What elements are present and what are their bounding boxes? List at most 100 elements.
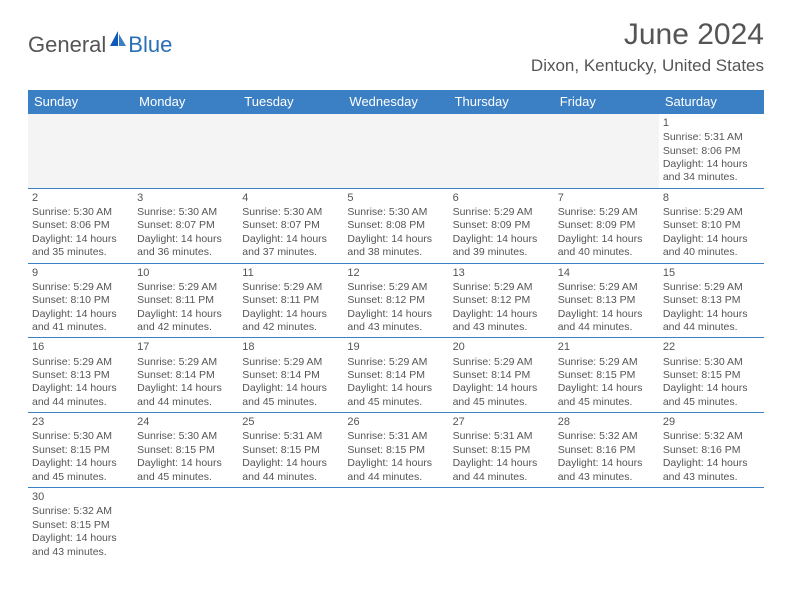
- daylight-text: Daylight: 14 hours and 45 minutes.: [453, 382, 550, 409]
- sunset-text: Sunset: 8:08 PM: [347, 219, 444, 232]
- calendar-cell: [659, 488, 764, 562]
- sunrise-text: Sunrise: 5:29 AM: [453, 281, 550, 294]
- daylight-text: Daylight: 14 hours and 44 minutes.: [558, 308, 655, 335]
- daylight-text: Daylight: 14 hours and 40 minutes.: [558, 233, 655, 260]
- calendar-cell: 14Sunrise: 5:29 AMSunset: 8:13 PMDayligh…: [554, 263, 659, 338]
- day-number: 4: [242, 191, 339, 205]
- daylight-text: Daylight: 14 hours and 45 minutes.: [347, 382, 444, 409]
- sail-icon: [108, 30, 128, 53]
- calendar-cell: 30Sunrise: 5:32 AMSunset: 8:15 PMDayligh…: [28, 488, 133, 562]
- sunrise-text: Sunrise: 5:31 AM: [663, 131, 760, 144]
- calendar-cell: 15Sunrise: 5:29 AMSunset: 8:13 PMDayligh…: [659, 263, 764, 338]
- sunset-text: Sunset: 8:14 PM: [453, 369, 550, 382]
- calendar-cell: 2Sunrise: 5:30 AMSunset: 8:06 PMDaylight…: [28, 188, 133, 263]
- daylight-text: Daylight: 14 hours and 43 minutes.: [32, 532, 129, 559]
- calendar-cell: 19Sunrise: 5:29 AMSunset: 8:14 PMDayligh…: [343, 338, 448, 413]
- daylight-text: Daylight: 14 hours and 45 minutes.: [32, 457, 129, 484]
- day-number: 21: [558, 340, 655, 354]
- daylight-text: Daylight: 14 hours and 36 minutes.: [137, 233, 234, 260]
- calendar-cell: 18Sunrise: 5:29 AMSunset: 8:14 PMDayligh…: [238, 338, 343, 413]
- daylight-text: Daylight: 14 hours and 45 minutes.: [242, 382, 339, 409]
- sunrise-text: Sunrise: 5:29 AM: [558, 356, 655, 369]
- calendar-cell: [554, 488, 659, 562]
- sunrise-text: Sunrise: 5:32 AM: [558, 430, 655, 443]
- calendar-cell: 10Sunrise: 5:29 AMSunset: 8:11 PMDayligh…: [133, 263, 238, 338]
- location: Dixon, Kentucky, United States: [531, 56, 764, 76]
- calendar-row: 16Sunrise: 5:29 AMSunset: 8:13 PMDayligh…: [28, 338, 764, 413]
- day-number: 28: [558, 415, 655, 429]
- sunset-text: Sunset: 8:13 PM: [558, 294, 655, 307]
- sunrise-text: Sunrise: 5:30 AM: [242, 206, 339, 219]
- day-number: 7: [558, 191, 655, 205]
- daylight-text: Daylight: 14 hours and 43 minutes.: [558, 457, 655, 484]
- daylight-text: Daylight: 14 hours and 43 minutes.: [453, 308, 550, 335]
- calendar-cell: 4Sunrise: 5:30 AMSunset: 8:07 PMDaylight…: [238, 188, 343, 263]
- month-title: June 2024: [531, 18, 764, 52]
- sunset-text: Sunset: 8:15 PM: [32, 444, 129, 457]
- day-number: 29: [663, 415, 760, 429]
- brand-logo: General Blue: [28, 18, 172, 59]
- calendar-cell: 7Sunrise: 5:29 AMSunset: 8:09 PMDaylight…: [554, 188, 659, 263]
- sunrise-text: Sunrise: 5:32 AM: [32, 505, 129, 518]
- sunset-text: Sunset: 8:07 PM: [137, 219, 234, 232]
- sunrise-text: Sunrise: 5:30 AM: [32, 430, 129, 443]
- daylight-text: Daylight: 14 hours and 44 minutes.: [453, 457, 550, 484]
- daylight-text: Daylight: 14 hours and 41 minutes.: [32, 308, 129, 335]
- calendar-cell: 16Sunrise: 5:29 AMSunset: 8:13 PMDayligh…: [28, 338, 133, 413]
- weekday-header: Monday: [133, 90, 238, 114]
- brand-part2: Blue: [128, 32, 172, 58]
- sunset-text: Sunset: 8:14 PM: [137, 369, 234, 382]
- sunset-text: Sunset: 8:09 PM: [453, 219, 550, 232]
- day-number: 16: [32, 340, 129, 354]
- sunset-text: Sunset: 8:16 PM: [663, 444, 760, 457]
- weekday-header: Friday: [554, 90, 659, 114]
- sunrise-text: Sunrise: 5:30 AM: [137, 206, 234, 219]
- sunset-text: Sunset: 8:15 PM: [453, 444, 550, 457]
- sunset-text: Sunset: 8:10 PM: [32, 294, 129, 307]
- calendar-cell: 26Sunrise: 5:31 AMSunset: 8:15 PMDayligh…: [343, 413, 448, 488]
- sunrise-text: Sunrise: 5:29 AM: [32, 281, 129, 294]
- weekday-header: Thursday: [449, 90, 554, 114]
- daylight-text: Daylight: 14 hours and 35 minutes.: [32, 233, 129, 260]
- day-number: 30: [32, 490, 129, 504]
- sunrise-text: Sunrise: 5:30 AM: [32, 206, 129, 219]
- sunset-text: Sunset: 8:12 PM: [347, 294, 444, 307]
- day-number: 10: [137, 266, 234, 280]
- day-number: 2: [32, 191, 129, 205]
- day-number: 22: [663, 340, 760, 354]
- day-number: 23: [32, 415, 129, 429]
- sunset-text: Sunset: 8:11 PM: [137, 294, 234, 307]
- weekday-header: Sunday: [28, 90, 133, 114]
- day-number: 24: [137, 415, 234, 429]
- sunrise-text: Sunrise: 5:29 AM: [663, 281, 760, 294]
- sunrise-text: Sunrise: 5:29 AM: [32, 356, 129, 369]
- sunrise-text: Sunrise: 5:29 AM: [558, 281, 655, 294]
- calendar-cell: [238, 114, 343, 188]
- day-number: 6: [453, 191, 550, 205]
- daylight-text: Daylight: 14 hours and 45 minutes.: [137, 457, 234, 484]
- sunrise-text: Sunrise: 5:30 AM: [347, 206, 444, 219]
- daylight-text: Daylight: 14 hours and 45 minutes.: [663, 382, 760, 409]
- sunrise-text: Sunrise: 5:29 AM: [137, 281, 234, 294]
- sunset-text: Sunset: 8:13 PM: [663, 294, 760, 307]
- calendar-cell: 22Sunrise: 5:30 AMSunset: 8:15 PMDayligh…: [659, 338, 764, 413]
- day-number: 13: [453, 266, 550, 280]
- weekday-header: Wednesday: [343, 90, 448, 114]
- day-number: 5: [347, 191, 444, 205]
- sunset-text: Sunset: 8:13 PM: [32, 369, 129, 382]
- sunset-text: Sunset: 8:10 PM: [663, 219, 760, 232]
- day-number: 17: [137, 340, 234, 354]
- weekday-row: Sunday Monday Tuesday Wednesday Thursday…: [28, 90, 764, 114]
- calendar-cell: 25Sunrise: 5:31 AMSunset: 8:15 PMDayligh…: [238, 413, 343, 488]
- calendar-cell: 17Sunrise: 5:29 AMSunset: 8:14 PMDayligh…: [133, 338, 238, 413]
- sunset-text: Sunset: 8:07 PM: [242, 219, 339, 232]
- calendar-cell: 6Sunrise: 5:29 AMSunset: 8:09 PMDaylight…: [449, 188, 554, 263]
- daylight-text: Daylight: 14 hours and 45 minutes.: [558, 382, 655, 409]
- daylight-text: Daylight: 14 hours and 39 minutes.: [453, 233, 550, 260]
- day-number: 9: [32, 266, 129, 280]
- weekday-header: Tuesday: [238, 90, 343, 114]
- calendar-cell: 3Sunrise: 5:30 AMSunset: 8:07 PMDaylight…: [133, 188, 238, 263]
- calendar-row: 23Sunrise: 5:30 AMSunset: 8:15 PMDayligh…: [28, 413, 764, 488]
- day-number: 25: [242, 415, 339, 429]
- calendar-table: Sunday Monday Tuesday Wednesday Thursday…: [28, 90, 764, 562]
